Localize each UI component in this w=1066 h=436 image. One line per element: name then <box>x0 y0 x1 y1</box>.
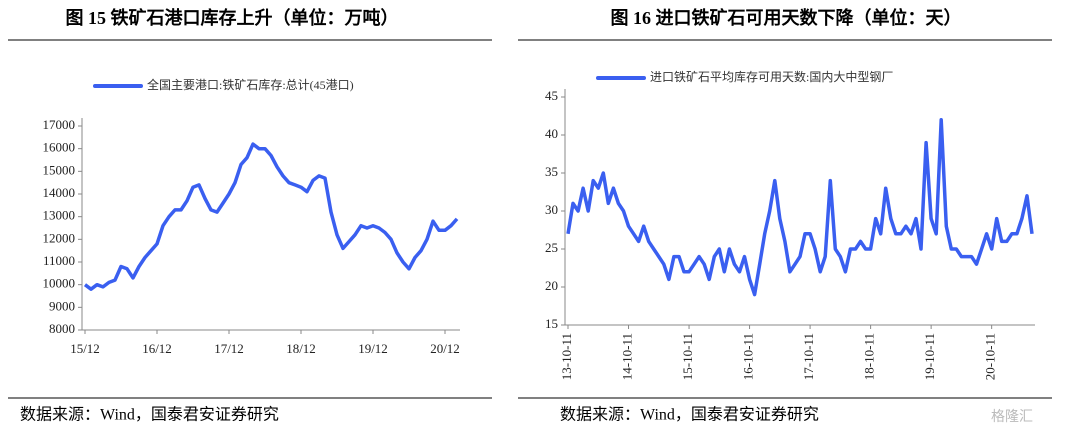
x-tick-label: 19-10-11 <box>922 333 937 380</box>
x-tick-label: 13-10-11 <box>559 333 574 380</box>
data-line <box>566 118 1034 297</box>
y-tick-label: 13000 <box>43 208 76 223</box>
y-tick-label: 9000 <box>49 298 75 313</box>
x-tick-label: 17/12 <box>214 341 244 356</box>
data-line <box>83 142 459 291</box>
y-tick-label: 16000 <box>43 140 76 155</box>
source-note: 数据来源：Wind，国泰君安证券研究 <box>560 406 819 424</box>
y-tick-label: 40 <box>545 126 558 141</box>
y-tick-label: 12000 <box>43 230 76 245</box>
x-tick-label: 20/12 <box>430 341 460 356</box>
x-tick-label: 16/12 <box>142 341 172 356</box>
legend-label: 全国主要港口:铁矿石库存:总计(45港口) <box>147 77 354 92</box>
x-tick-label: 18-10-11 <box>862 333 877 380</box>
y-tick-label: 10000 <box>43 276 76 291</box>
legend-label: 进口铁矿石平均库存可用天数:国内大中型钢厂 <box>650 69 893 84</box>
chart-title: 图 15 铁矿石港口库存上升（单位：万吨） <box>66 7 399 28</box>
x-tick-label: 15/12 <box>70 341 100 356</box>
watermark: 格隆汇 <box>991 409 1033 425</box>
chart-title: 图 16 进口铁矿石可用天数下降（单位：天） <box>611 7 962 28</box>
y-tick-label: 17000 <box>43 117 76 132</box>
x-tick-label: 20-10-11 <box>983 333 998 380</box>
y-tick-label: 14000 <box>43 185 76 200</box>
y-tick-label: 11000 <box>43 253 75 268</box>
y-tick-label: 15 <box>545 316 558 331</box>
x-tick-label: 19/12 <box>358 341 388 356</box>
x-tick-label: 15-10-11 <box>680 333 695 380</box>
y-tick-label: 45 <box>545 88 558 103</box>
y-tick-label: 35 <box>545 164 558 179</box>
y-tick-label: 20 <box>545 278 558 293</box>
y-tick-label: 15000 <box>43 162 76 177</box>
x-tick-label: 17-10-11 <box>801 333 816 380</box>
source-note: 数据来源：Wind，国泰君安证券研究 <box>20 406 279 424</box>
y-tick-label: 8000 <box>49 321 75 336</box>
y-tick-label: 25 <box>545 240 558 255</box>
y-tick-label: 30 <box>545 202 558 217</box>
x-tick-label: 14-10-11 <box>620 333 635 380</box>
x-tick-label: 16-10-11 <box>741 333 756 380</box>
x-tick-label: 18/12 <box>286 341 316 356</box>
